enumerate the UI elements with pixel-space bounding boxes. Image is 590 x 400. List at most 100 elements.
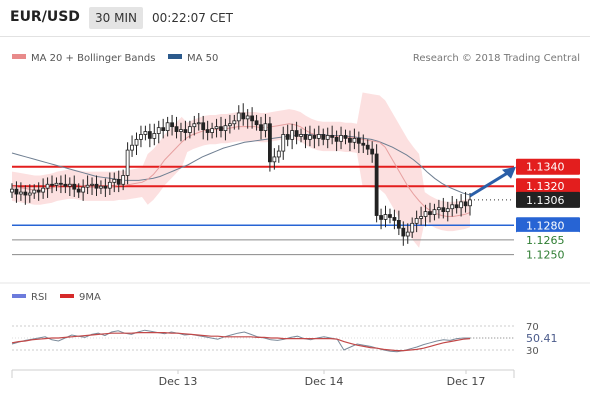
candle-body <box>205 129 210 133</box>
candle-body <box>107 181 112 189</box>
candle-body <box>348 137 352 143</box>
candle-body <box>383 214 388 220</box>
candle-body <box>72 183 77 190</box>
candle-body <box>374 153 379 216</box>
candles-group <box>10 103 472 246</box>
candle-body <box>50 183 54 186</box>
candle-body <box>179 129 183 132</box>
candle-body <box>116 178 121 185</box>
candle-body <box>419 216 423 219</box>
rsi-last-value: 50.41 <box>526 332 558 345</box>
candle-body <box>103 185 108 189</box>
timeframe-badge[interactable]: 30 MIN <box>89 7 143 29</box>
candle-body <box>468 199 472 207</box>
rsi-legend-swatch-1 <box>60 294 74 298</box>
candle-body <box>187 126 192 133</box>
level-label-box-1.1320 <box>516 178 580 195</box>
candle-body <box>423 211 428 217</box>
candle-body <box>388 214 392 218</box>
candle-body <box>214 126 219 130</box>
candle-body <box>445 208 450 213</box>
level-label-box-1.1250 <box>516 246 580 263</box>
candle-body <box>396 219 401 229</box>
credit-text: Research © 2018 Trading Central <box>413 53 580 64</box>
legend-label-1: MA 50 <box>187 53 218 64</box>
candle-body <box>130 144 134 151</box>
rsi-line <box>11 329 470 353</box>
forecast-arrow-shaft <box>469 171 509 198</box>
candle-body <box>23 191 28 196</box>
candle-body <box>201 122 206 131</box>
candle-body <box>245 115 250 120</box>
candle-body <box>210 128 214 133</box>
bollinger-band <box>12 92 470 248</box>
candle-body <box>401 227 406 237</box>
candle-body <box>81 186 86 193</box>
candle-body <box>165 122 170 131</box>
candle-body <box>330 135 335 138</box>
candle-body <box>410 222 415 233</box>
candle-body <box>334 137 339 142</box>
rsi-legend-label-1: 9MA <box>79 292 101 303</box>
level-label-1.1340: 1.1340 <box>526 161 565 174</box>
x-tick-label: Dec 14 <box>305 375 344 388</box>
candle-body <box>10 188 14 193</box>
candle-body <box>143 131 148 135</box>
candle-body <box>392 217 397 221</box>
candle-body <box>268 123 272 163</box>
candle-body <box>365 144 370 150</box>
x-tick-label: Dec 13 <box>159 375 198 388</box>
candle-body <box>32 189 37 194</box>
candle-body <box>183 129 188 133</box>
candle-body <box>294 130 299 137</box>
level-label-box-1.1340 <box>516 158 580 175</box>
candle-body <box>450 204 455 210</box>
rsi-9ma-line <box>11 332 471 352</box>
candle-body <box>454 204 459 209</box>
level-label-box-1.1306 <box>516 191 580 208</box>
rsi-legend-label-0: RSI <box>31 292 47 303</box>
candle-body <box>428 211 432 215</box>
candle-body <box>134 138 139 146</box>
candle-body <box>94 183 99 189</box>
candle-body <box>121 175 126 185</box>
candle-body <box>414 218 419 224</box>
candle-body <box>112 178 117 183</box>
pair-title: EUR/USD <box>10 9 80 25</box>
candle-body <box>227 123 232 127</box>
candle-body <box>156 127 161 134</box>
candle-body <box>432 209 437 215</box>
candle-body <box>436 207 441 211</box>
legend-swatch-1 <box>168 54 182 59</box>
candle-body <box>459 201 464 209</box>
level-label-1.1306: 1.1306 <box>526 194 565 207</box>
candle-body <box>219 126 223 131</box>
candle-body <box>339 135 343 142</box>
candle-body <box>63 183 68 187</box>
candle-body <box>241 112 246 120</box>
candle-body <box>272 156 277 163</box>
candle-body <box>170 122 174 128</box>
legend-swatch-0 <box>12 54 26 59</box>
candle-body <box>312 135 317 139</box>
candle-body <box>90 183 94 186</box>
candle-body <box>139 134 143 140</box>
level-label-1.1265: 1.1265 <box>526 234 565 247</box>
candle-body <box>303 134 308 140</box>
candle-body <box>192 123 197 128</box>
candle-body <box>223 125 228 131</box>
candle-body <box>232 120 237 125</box>
ma50-line <box>11 133 471 196</box>
candle-body <box>236 112 241 122</box>
candle-body <box>441 207 446 213</box>
candle-body <box>379 215 383 220</box>
candle-body <box>174 126 179 132</box>
candle-body <box>161 127 166 131</box>
candle-body <box>67 183 72 187</box>
rsi-tick-30: 30 <box>526 346 539 357</box>
candle-body <box>59 182 63 185</box>
candle-body <box>196 122 201 125</box>
candle-body <box>463 201 468 207</box>
candle-body <box>54 182 59 186</box>
